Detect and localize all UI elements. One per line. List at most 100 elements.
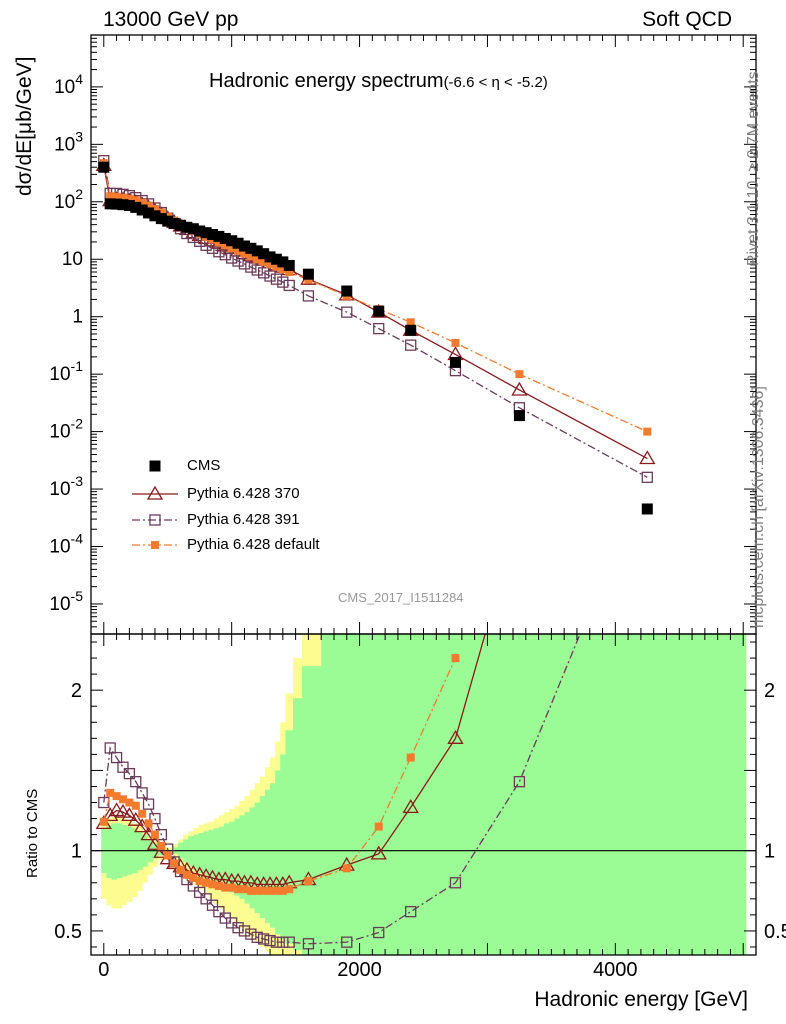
spectrum-cms-point: [187, 223, 199, 235]
ratio-pythia-6-428-391-point: [251, 931, 263, 943]
inner-band-bin: [259, 796, 266, 919]
uncertainty-bands: [101, 634, 747, 955]
ratio-pythia-6-428-default-point: [374, 822, 383, 831]
inner-band-bin: [229, 821, 235, 893]
inner-band-bin: [239, 815, 245, 899]
inner-band-bin: [359, 634, 393, 955]
spectrum-cms-point: [213, 230, 225, 242]
ratio-pythia-6-428-default-point: [285, 885, 294, 894]
spectrum-pythia-6-428-default-point: [150, 204, 159, 213]
ratio-y-tick-label: 1: [764, 841, 775, 863]
ratio-pythia-6-428-default-point: [304, 877, 313, 886]
inner-band-bin: [321, 634, 341, 955]
ratio-pythia-6-428-391-point: [149, 812, 161, 825]
ratio-pythia-6-428-default-point: [451, 654, 460, 663]
legend-label-pythia-default: Pythia 6.428 default: [187, 536, 320, 553]
inner-band-bin: [234, 818, 240, 896]
beam-energy-label: 13000 GeV pp: [103, 8, 239, 31]
ratio-pythia-6-428-391-point: [277, 936, 289, 948]
spectrum-cms-point: [232, 237, 244, 249]
ratio-pythia-6-428-391-point: [257, 933, 270, 945]
spectrum-cms-point: [405, 324, 417, 336]
spectrum-pythia-6-428-default-point: [266, 260, 275, 269]
inner-band-bin: [302, 666, 322, 955]
ratio-pythia-6-428-391-point: [232, 922, 244, 934]
ratio-pythia-6-428-391-point: [98, 796, 110, 809]
spectrum-pythia-6-428-default-point: [246, 252, 255, 261]
ratio-pythia-6-428-default-point: [131, 801, 140, 810]
ratio-pythia-6-428-391-point: [110, 751, 123, 764]
ratio-pythia-6-428-391-point: [341, 936, 353, 948]
spectrum-pythia-6-428-391-point: [226, 252, 238, 264]
spectrum-pythia-6-428-391-point: [232, 255, 244, 267]
inner-band-bin: [213, 828, 220, 883]
inner-band-bin: [280, 754, 286, 939]
ratio-pythia-6-428-default-point: [176, 865, 185, 874]
ratio-pythia-6-428-370-point: [102, 807, 119, 822]
spectrum-cms-point: [162, 215, 174, 227]
ratio-pythia-6-428-default-point: [253, 886, 262, 895]
y-tick-label: 10-3: [49, 473, 83, 500]
spectrum-pythia-6-428-370-point: [511, 381, 528, 396]
y-axis-title: dσ/dE[μb/GeV]: [13, 56, 36, 196]
ratio-pythia-6-428-370-point: [127, 811, 144, 826]
inner-band-bin: [111, 823, 118, 880]
spectrum-pythia-6-428-391-point: [245, 261, 257, 273]
inner-band-bin: [254, 802, 261, 914]
ratio-pythia-6-428-default-point: [208, 880, 217, 889]
ratio-pythia-6-428-default-point: [112, 792, 121, 801]
inner-band-bin: [340, 634, 361, 955]
ratio-pythia-6-428-default-point: [157, 841, 166, 850]
legend-marker: [149, 460, 161, 472]
spectrum-cms-point: [149, 210, 161, 222]
inner-band-bin: [203, 831, 210, 877]
spectrum-pythia-6-428-default-point: [144, 201, 153, 210]
ratio-pythia-6-428-default-point: [163, 851, 172, 860]
spectrum-cms-point: [283, 259, 295, 271]
spectrum-cms-point: [238, 240, 250, 252]
spectrum-cms-point: [245, 242, 257, 254]
spectrum-pythia-6-428-default-point: [112, 192, 121, 201]
inner-band-bin: [193, 834, 199, 870]
spectrum-pythia-6-428-391-point: [277, 276, 289, 288]
spectrum-pythia-6-428-default-point: [221, 241, 230, 250]
inner-band-bin: [436, 634, 747, 955]
inner-band-bin: [218, 826, 225, 886]
spectrum-cms-point: [264, 251, 276, 263]
x-tick-label: 2000: [337, 959, 382, 981]
analysis-watermark: CMS_2017_I1511284: [338, 590, 464, 605]
ratio-axis-title: Ratio to CMS: [24, 788, 41, 878]
spectrum-cms-point: [226, 235, 238, 247]
inner-band-bin: [208, 829, 215, 880]
x-tick-label: 4000: [593, 959, 638, 981]
ratio-pythia-6-428-default-point: [125, 798, 134, 807]
ratio-pythia-6-428-default-point: [246, 886, 255, 895]
ratio-pythia-6-428-default-point: [240, 885, 249, 894]
ratio-pythia-6-428-default-point: [118, 795, 127, 804]
ratio-pythia-6-428-391-point: [238, 925, 251, 937]
spectrum-pythia-6-428-default-point: [118, 193, 127, 202]
ratio-pythia-6-428-370-point: [447, 730, 464, 744]
ratio-pythia-6-428-default-point: [189, 873, 198, 882]
ratio-pythia-6-428-391-point: [130, 776, 142, 788]
spectrum-cms-point: [175, 219, 187, 231]
x-tick-label: 0: [98, 959, 109, 981]
spectrum-cms-point: [155, 213, 167, 225]
ratio-pythia-6-428-391-point: [213, 906, 225, 918]
spectrum-pythia-6-428-391-line: [103, 160, 648, 478]
spectrum-cms-point: [302, 268, 314, 280]
spectrum-cms-point: [206, 228, 218, 240]
spectrum-cms-point: [270, 253, 282, 265]
ratio-pythia-6-428-391-point: [200, 893, 212, 905]
ratio-y-tick-label: 2: [764, 680, 775, 702]
spectrum-cms-point: [373, 305, 385, 317]
y-tick-label: 102: [54, 186, 83, 213]
spectrum-pythia-6-428-391-point: [219, 249, 231, 261]
spectrum-pythia-6-428-default-line: [103, 163, 648, 433]
spectrum-pythia-6-428-default-point: [406, 318, 415, 327]
ratio-pythia-6-428-default-point: [195, 877, 204, 886]
spectrum-cms-point: [181, 221, 193, 233]
ratio-pythia-6-428-370-point: [402, 799, 419, 813]
category-label: Soft QCD: [642, 8, 732, 31]
